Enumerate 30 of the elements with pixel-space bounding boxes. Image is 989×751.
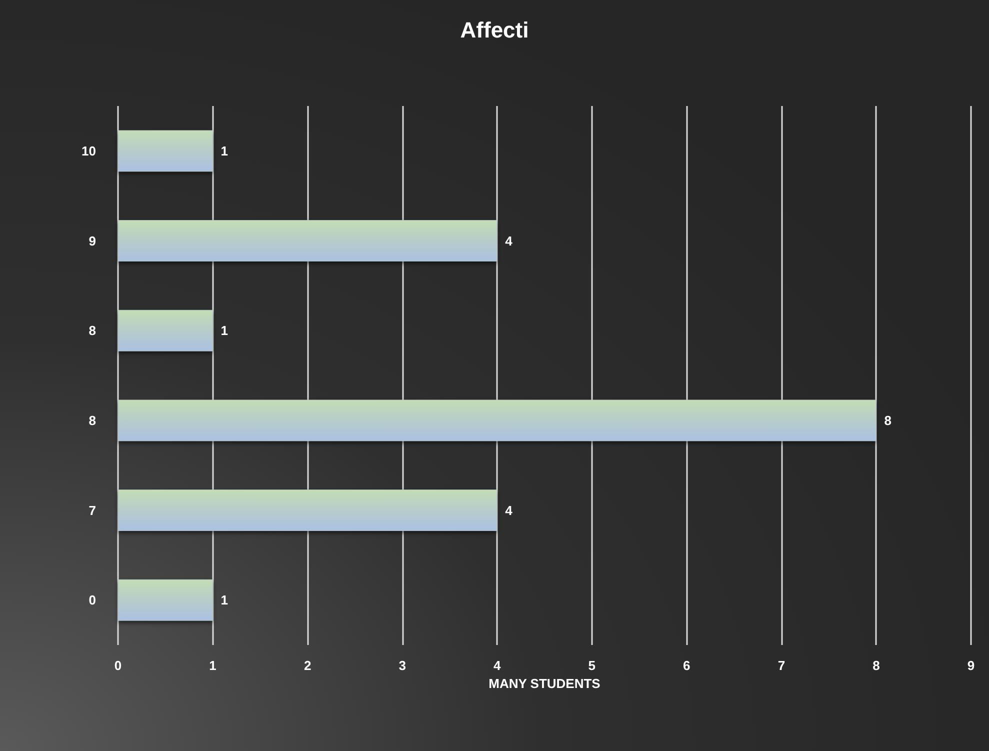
x-tick-label: 2 — [304, 658, 312, 673]
x-tick-label: 7 — [778, 658, 786, 673]
x-tick-label: 6 — [683, 658, 690, 673]
bar — [118, 130, 213, 172]
data-label: 4 — [505, 233, 514, 248]
data-label: 8 — [884, 412, 892, 428]
y-tick-label: 10 — [82, 143, 96, 158]
bar — [118, 220, 498, 262]
bar — [118, 490, 498, 531]
x-tick-label: 8 — [872, 658, 880, 673]
y-tick-label: 0 — [88, 592, 96, 608]
x-axis-title: MANY STUDENTS — [488, 676, 601, 691]
data-label: 1 — [220, 592, 228, 608]
data-label: 1 — [220, 323, 228, 338]
x-tick-label: 3 — [398, 658, 406, 673]
bar — [118, 310, 213, 352]
x-tick-label: 9 — [967, 658, 975, 673]
chart-title: Affecti — [460, 18, 529, 42]
y-tick-label: 8 — [88, 323, 96, 338]
x-tick-label: 5 — [588, 658, 596, 673]
data-label: 1 — [220, 143, 228, 158]
x-tick-label: 1 — [209, 658, 216, 673]
data-label: 4 — [505, 502, 514, 518]
bar — [118, 579, 213, 621]
x-tick-label: 4 — [493, 658, 502, 673]
y-tick-label: 8 — [88, 412, 96, 428]
bar — [118, 400, 876, 442]
y-tick-label: 9 — [88, 233, 96, 248]
x-tick-label: 0 — [114, 658, 122, 673]
y-tick-label: 7 — [88, 502, 96, 518]
